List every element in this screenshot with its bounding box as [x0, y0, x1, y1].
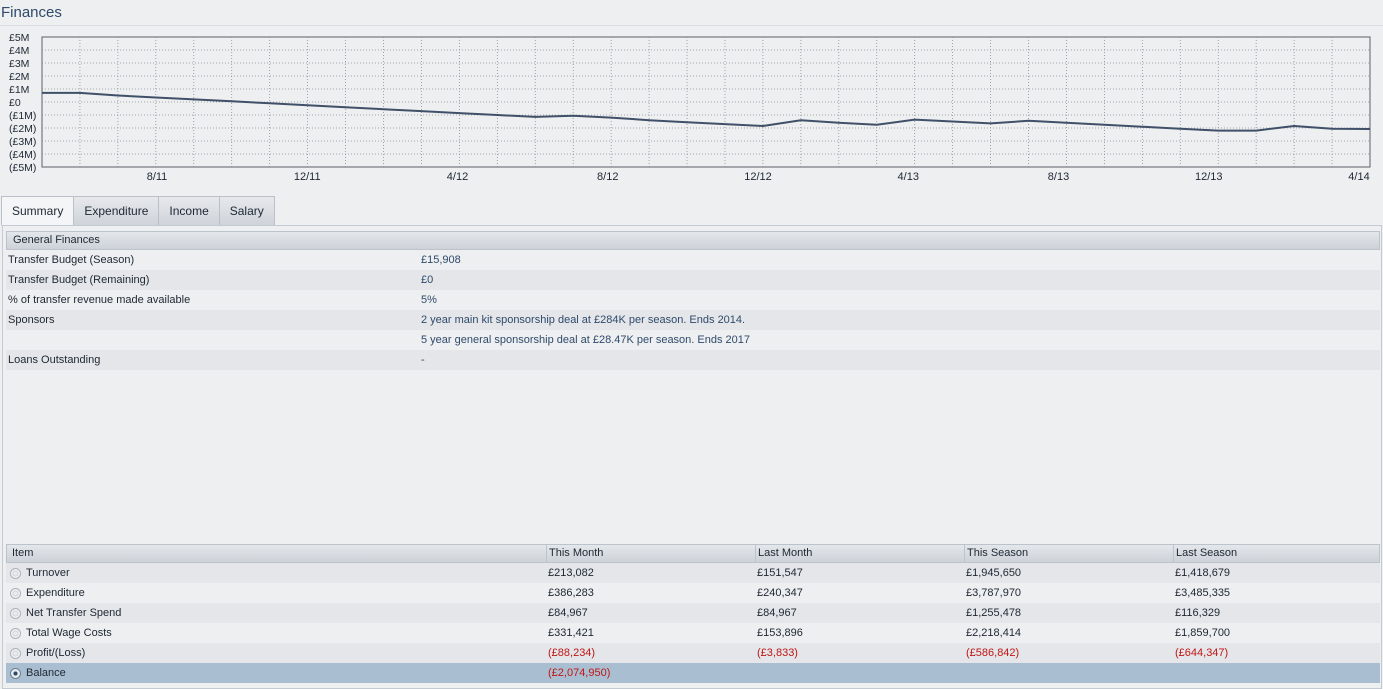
- x-tick-label: 12/12: [744, 171, 772, 183]
- table-row[interactable]: Net Transfer Spend £84,967 £84,967 £1,25…: [6, 603, 1380, 623]
- y-tick-label: (£1M): [9, 110, 36, 122]
- row-this-month: £386,283: [548, 587, 594, 599]
- row-item: Net Transfer Spend: [26, 607, 122, 619]
- row-item: Expenditure: [26, 587, 85, 599]
- general-row-label: Transfer Budget (Remaining): [8, 274, 150, 286]
- y-tick-label: £2M: [9, 71, 29, 83]
- general-row: Transfer Budget (Season) £15,908: [6, 250, 1380, 270]
- general-row-label: % of transfer revenue made available: [8, 294, 191, 306]
- general-row-value: -: [421, 354, 425, 366]
- tab-income[interactable]: Income: [159, 196, 220, 226]
- general-finances-heading: General Finances: [6, 231, 1380, 250]
- row-radio[interactable]: [10, 648, 21, 659]
- x-tick-label: 4/13: [898, 171, 919, 183]
- row-last-month: £153,896: [757, 627, 803, 639]
- y-tick-label: (£3M): [9, 136, 36, 148]
- row-this-month: £84,967: [548, 607, 588, 619]
- row-item: Turnover: [26, 567, 70, 579]
- column-header-last-season[interactable]: Last Season: [1176, 547, 1238, 559]
- y-tick-label: (£2M): [9, 123, 36, 135]
- general-row-value: 2 year main kit sponsorship deal at £284…: [421, 314, 746, 326]
- x-tick-label: 8/12: [597, 171, 618, 183]
- general-row-value: £15,908: [421, 254, 461, 266]
- general-row: 5 year general sponsorship deal at £28.4…: [6, 330, 1380, 350]
- row-radio[interactable]: [10, 628, 21, 639]
- row-last-season: £1,418,679: [1175, 567, 1231, 579]
- table-row[interactable]: Total Wage Costs £331,421 £153,896 £2,21…: [6, 623, 1380, 643]
- column-header-this-month[interactable]: This Month: [549, 547, 604, 559]
- column-divider: [546, 545, 547, 562]
- row-radio[interactable]: [10, 608, 21, 619]
- row-radio[interactable]: [10, 568, 21, 579]
- x-tick-label: 8/13: [1048, 171, 1069, 183]
- series-line: [42, 91, 1371, 132]
- x-tick-label: 4/12: [447, 171, 468, 183]
- general-row: Loans Outstanding -: [6, 350, 1380, 370]
- y-tick-label: £4M: [9, 45, 29, 57]
- finance-summary-table: Item This Month Last Month This Season L…: [6, 544, 1380, 683]
- row-this-month: (£88,234): [548, 647, 596, 659]
- y-tick-label: £1M: [9, 84, 29, 96]
- row-this-season: £1,255,478: [966, 607, 1022, 619]
- column-divider: [755, 545, 756, 562]
- column-divider: [964, 545, 965, 562]
- row-last-month: £240,347: [757, 587, 803, 599]
- row-this-season: (£586,842): [966, 647, 1020, 659]
- general-row-label: Sponsors: [8, 314, 55, 326]
- row-last-season: £116,329: [1175, 607, 1221, 619]
- x-tick-label: 4/14: [1348, 171, 1369, 183]
- row-this-month: (£2,074,950): [548, 667, 611, 679]
- general-row: % of transfer revenue made available 5%: [6, 290, 1380, 310]
- table-row-selected[interactable]: Balance (£2,074,950): [6, 663, 1380, 683]
- tab-summary[interactable]: Summary: [1, 196, 75, 226]
- column-divider: [1173, 545, 1174, 562]
- title-divider: [0, 25, 1383, 26]
- general-row: Transfer Budget (Remaining) £0: [6, 270, 1380, 290]
- row-item: Total Wage Costs: [26, 627, 112, 639]
- row-last-month: £84,967: [757, 607, 797, 619]
- tab-salary[interactable]: Salary: [219, 196, 275, 226]
- row-last-month: £151,547: [757, 567, 803, 579]
- x-tick-label: 12/11: [294, 171, 321, 183]
- y-tick-label: £5M: [9, 32, 29, 44]
- row-this-month: £213,082: [548, 567, 594, 579]
- summary-panel: General Finances Transfer Budget (Season…: [2, 225, 1382, 689]
- y-tick-label: £3M: [9, 58, 29, 70]
- table-row[interactable]: Expenditure £386,283 £240,347 £3,787,970…: [6, 583, 1380, 603]
- x-tick-label: 8/11: [147, 171, 168, 183]
- general-row-label: Loans Outstanding: [8, 354, 101, 366]
- row-item: Profit/(Loss): [26, 647, 86, 659]
- tab-expenditure[interactable]: Expenditure: [74, 196, 160, 226]
- row-radio[interactable]: [10, 588, 21, 599]
- row-item: Balance: [26, 667, 66, 679]
- row-last-season: £3,485,335: [1175, 587, 1231, 599]
- row-this-season: £2,218,414: [966, 627, 1022, 639]
- row-radio-selected[interactable]: [10, 668, 21, 679]
- general-row: Sponsors 2 year main kit sponsorship dea…: [6, 310, 1380, 330]
- y-tick-label: £0: [9, 97, 21, 109]
- tab-bar: Summary Expenditure Income Salary: [1, 196, 275, 226]
- general-row-value: £0: [421, 274, 434, 286]
- table-row[interactable]: Turnover £213,082 £151,547 £1,945,650 £1…: [6, 563, 1380, 583]
- general-row-label: Transfer Budget (Season): [8, 254, 135, 266]
- y-tick-label: (£4M): [9, 149, 36, 161]
- row-this-season: £1,945,650: [966, 567, 1022, 579]
- column-header-item[interactable]: Item: [12, 547, 34, 559]
- column-header-last-month[interactable]: Last Month: [758, 547, 813, 559]
- row-last-season: £1,859,700: [1175, 627, 1231, 639]
- y-tick-label: (£5M): [9, 162, 36, 174]
- row-this-season: £3,787,970: [966, 587, 1022, 599]
- table-header-row: Item This Month Last Month This Season L…: [6, 544, 1380, 563]
- finance-line-chart: £5M£4M£3M£2M£1M£0(£1M)(£2M)(£3M)(£4M)(£5…: [9, 32, 1371, 183]
- row-last-month: (£3,833): [757, 647, 798, 659]
- general-row-value: 5%: [421, 294, 437, 306]
- row-last-season: (£644,347): [1175, 647, 1229, 659]
- column-header-this-season[interactable]: This Season: [967, 547, 1029, 559]
- page-title: Finances: [1, 4, 62, 21]
- table-row[interactable]: Profit/(Loss) (£88,234) (£3,833) (£586,8…: [6, 643, 1380, 663]
- general-row-value: 5 year general sponsorship deal at £28.4…: [421, 334, 751, 346]
- row-this-month: £331,421: [548, 627, 594, 639]
- x-tick-label: 12/13: [1195, 171, 1223, 183]
